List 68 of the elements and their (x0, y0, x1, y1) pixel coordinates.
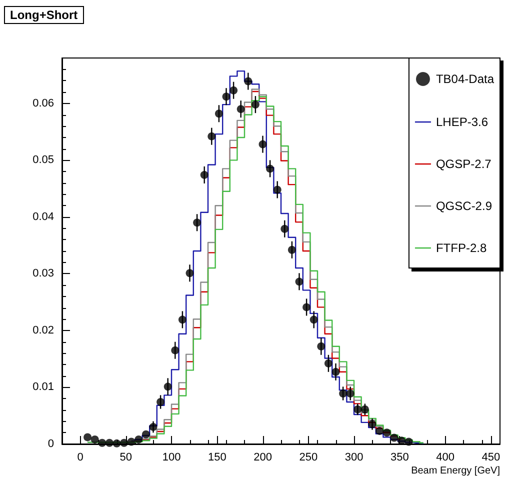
point (105, 438, 114, 447)
point (302, 303, 311, 312)
point (90, 435, 99, 444)
point (258, 140, 267, 148)
x-tick-label: 150 (208, 452, 226, 464)
y-tick-label: 0.02 (32, 324, 54, 336)
x-tick-label: 50 (120, 452, 132, 464)
legend-label: FTFP-2.8 (436, 241, 487, 255)
point (149, 422, 158, 431)
x-tick-label: 300 (344, 452, 364, 464)
point (368, 420, 376, 428)
point (214, 110, 223, 118)
point (112, 439, 121, 448)
point (332, 368, 340, 376)
point (280, 224, 289, 233)
point (346, 389, 354, 398)
x-tick-label: 450 (482, 452, 500, 464)
point (288, 246, 296, 254)
y-tick-label: 0.06 (32, 97, 54, 110)
point (142, 430, 150, 438)
point (273, 186, 282, 194)
x-tick-label: 100 (162, 452, 181, 464)
point (208, 132, 216, 140)
y-tick-label: 0 (48, 438, 54, 450)
x-tick-label: 400 (436, 452, 454, 464)
point (295, 278, 304, 286)
chart-title: Long+Short (10, 8, 78, 22)
point (310, 316, 318, 324)
y-tick-label: 0.05 (32, 154, 54, 166)
x-tick-label: 0 (77, 452, 84, 464)
point (404, 438, 413, 446)
legend-label: QGSC-2.9 (436, 199, 492, 213)
point (178, 316, 186, 324)
x-axis-title: Beam Energy [GeV] (411, 466, 500, 476)
point (317, 342, 326, 350)
point (186, 269, 194, 278)
legend-label: QGSP-2.7 (436, 157, 492, 171)
point (339, 389, 348, 398)
point (171, 346, 180, 354)
point (120, 438, 128, 447)
point (244, 77, 252, 86)
point (134, 435, 143, 444)
point (156, 398, 165, 406)
x-tick-label: 350 (390, 452, 409, 464)
point (98, 438, 106, 447)
point (164, 382, 172, 391)
legend-label: TB04-Data (436, 72, 494, 86)
point (251, 100, 260, 109)
point (376, 426, 384, 435)
point (354, 405, 362, 414)
point (84, 433, 92, 442)
point (390, 434, 398, 442)
x-tick-label: 250 (299, 452, 318, 464)
y-tick-label: 0.04 (32, 210, 54, 223)
point (324, 359, 332, 368)
point (127, 438, 136, 446)
point (200, 170, 208, 179)
y-tick-label: 0.03 (32, 268, 54, 280)
point (382, 428, 391, 437)
point (236, 105, 245, 114)
y-tick-label: 0.01 (32, 381, 54, 394)
point (266, 164, 274, 173)
point (230, 86, 238, 94)
x-tick-label: 200 (254, 452, 272, 464)
point (222, 92, 230, 101)
point (193, 218, 202, 227)
legend-label: LHEP-3.6 (436, 115, 488, 129)
point (360, 405, 369, 414)
